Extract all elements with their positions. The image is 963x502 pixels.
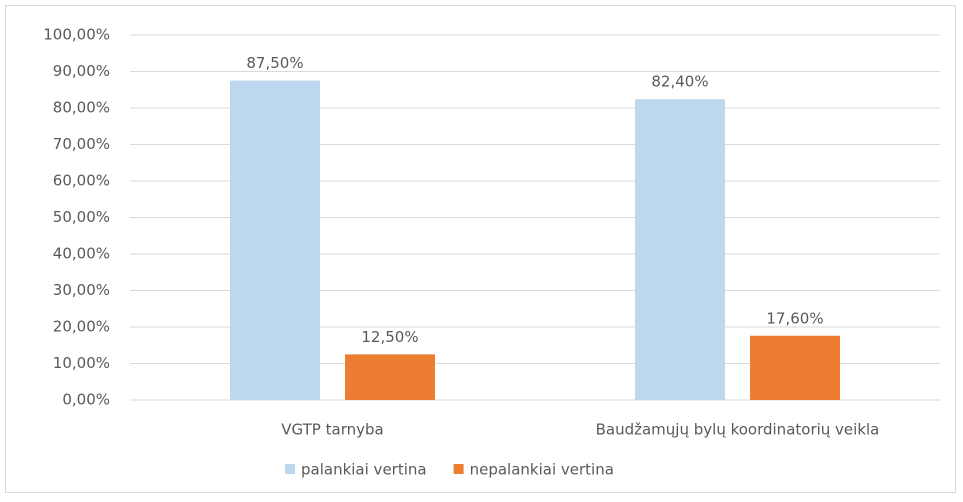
y-tick-label: 70,00% — [53, 135, 110, 153]
bar — [345, 354, 435, 400]
chart-border — [5, 5, 956, 493]
y-tick-label: 10,00% — [53, 354, 110, 372]
data-label: 82,40% — [651, 73, 708, 91]
data-label: 17,60% — [766, 309, 823, 327]
data-label: 12,50% — [361, 328, 418, 346]
legend-swatch — [285, 464, 295, 474]
y-tick-label: 100,00% — [43, 26, 110, 44]
bar — [635, 99, 725, 401]
bar — [230, 80, 320, 400]
y-tick-label: 80,00% — [53, 99, 110, 117]
data-label: 87,50% — [246, 54, 303, 72]
legend-label: nepalankiai vertina — [470, 461, 614, 479]
y-tick-label: 30,00% — [53, 281, 110, 299]
y-tick-label: 60,00% — [53, 172, 110, 190]
legend-label: palankiai vertina — [301, 461, 427, 479]
x-tick-label: Baudžamųjų bylų koordinatorių veikla — [596, 421, 880, 439]
y-tick-label: 50,00% — [53, 208, 110, 226]
legend-swatch — [453, 464, 464, 474]
y-tick-label: 90,00% — [53, 62, 110, 80]
x-tick-label: VGTP tarnyba — [281, 421, 383, 439]
y-tick-label: 0,00% — [62, 391, 110, 409]
y-tick-label: 20,00% — [53, 318, 110, 336]
bar — [750, 335, 840, 400]
y-tick-label: 40,00% — [53, 245, 110, 263]
